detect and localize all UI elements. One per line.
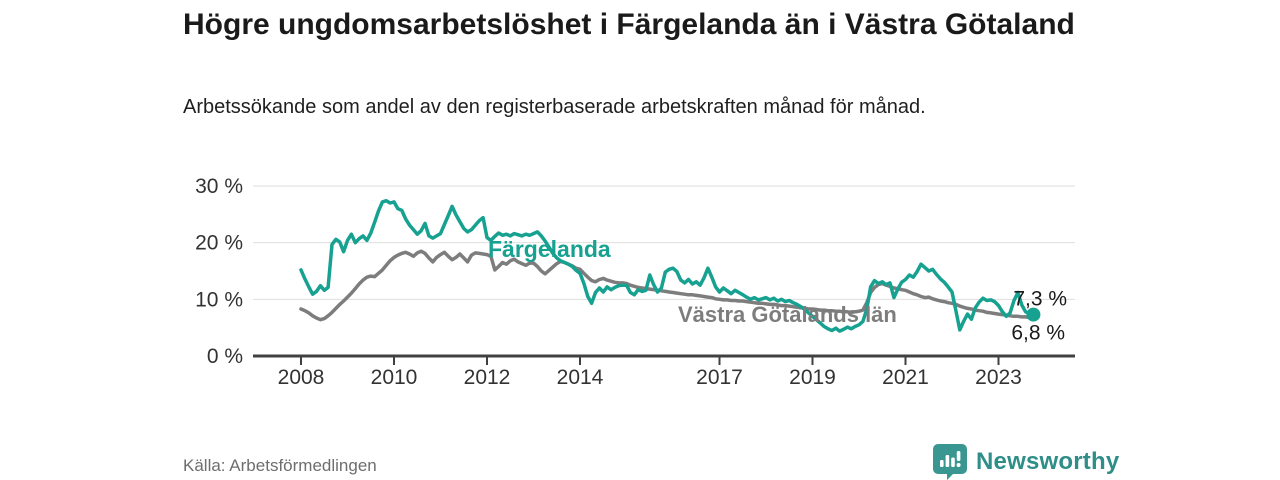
x-tick-label: 2019 bbox=[789, 366, 836, 389]
x-tick-label: 2012 bbox=[464, 366, 511, 389]
brand-wordmark: Newsworthy bbox=[976, 448, 1120, 475]
bar-chart-speech-bubble-icon bbox=[933, 444, 967, 480]
x-tick-label: 2017 bbox=[696, 366, 743, 389]
y-tick-label: 10 % bbox=[195, 288, 243, 311]
x-tick-label: 2010 bbox=[371, 366, 418, 389]
newsworthy-brand: Newsworthy bbox=[933, 444, 1119, 480]
series-line-v-stra-g-talands-l-n bbox=[299, 249, 1036, 322]
series-line-f-rgelanda bbox=[299, 198, 1036, 333]
y-tick-label: 0 % bbox=[207, 345, 243, 368]
end-value-label: 7,3 % bbox=[1013, 288, 1067, 311]
series-label-f-rgelanda: Färgelanda bbox=[488, 236, 611, 262]
y-tick-label: 20 % bbox=[195, 232, 243, 255]
x-ticks bbox=[300, 357, 1000, 365]
y-tick-label: 30 % bbox=[195, 175, 243, 198]
x-tick-label: 2023 bbox=[975, 366, 1022, 389]
series-label-v-stra-g-talands-l-n: Västra Götalands län bbox=[678, 302, 897, 327]
x-tick-label: 2014 bbox=[557, 366, 604, 389]
chart-subtitle: Arbetssökande som andel av den registerb… bbox=[183, 96, 926, 118]
x-tick-label: 2008 bbox=[278, 366, 325, 389]
series-end-dot bbox=[1026, 307, 1041, 322]
x-tick-label: 2021 bbox=[882, 366, 929, 389]
source-note: Källa: Arbetsförmedlingen bbox=[183, 456, 377, 475]
chart-title: Högre ungdomsarbetslöshet i Färgelanda ä… bbox=[183, 8, 1075, 41]
end-value-label: 6,8 % bbox=[1011, 321, 1065, 344]
